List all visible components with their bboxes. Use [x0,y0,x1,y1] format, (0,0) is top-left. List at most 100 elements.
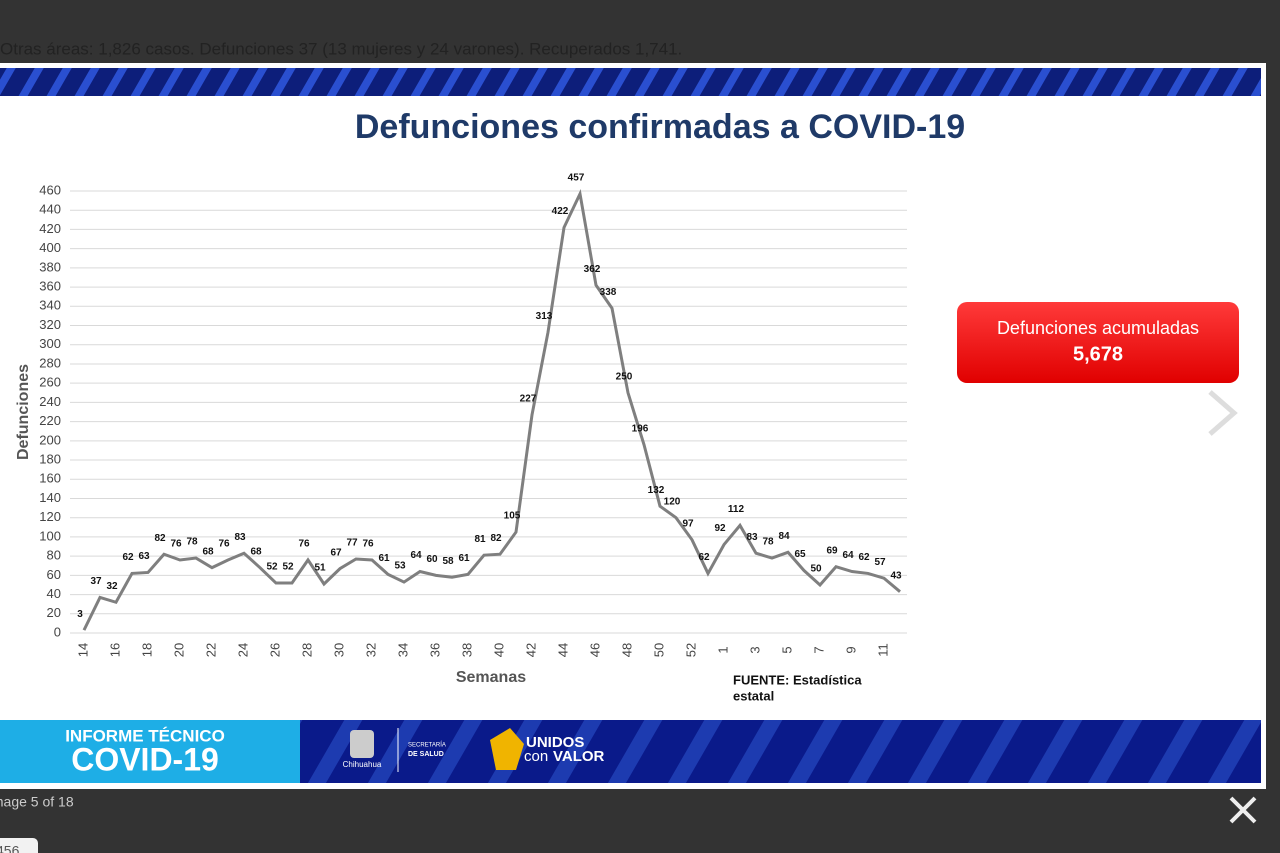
data-label: 37 [90,576,102,587]
data-label: 68 [202,546,214,557]
y-tick-label: 300 [39,336,61,351]
data-label: 32 [106,581,118,592]
data-label: 50 [810,564,822,575]
data-label: 120 [664,496,681,507]
x-tick-label: 18 [139,643,154,657]
x-tick-label: 46 [587,643,602,657]
x-tick-label: 22 [203,643,218,657]
data-label: 76 [218,539,230,550]
x-tick-label: 16 [107,643,122,657]
logo-text: UNIDOS [526,734,584,751]
data-label: 84 [778,531,790,542]
data-label: 457 [568,173,585,184]
data-label: 78 [186,537,198,548]
data-label: 60 [426,554,438,565]
x-tick-label: 36 [427,643,442,657]
x-tick-label: 28 [299,643,314,657]
data-label: 112 [728,504,745,515]
counter: Image 5 of 18 [0,794,74,810]
y-tick-label: 280 [39,355,61,370]
data-label: 250 [616,371,633,382]
x-tick-label: 30 [331,643,346,657]
y-tick-label: 140 [39,490,61,505]
data-label: 61 [378,553,390,564]
y-tick-label: 200 [39,432,61,447]
data-label: 69 [826,545,838,556]
data-label: 78 [762,537,774,548]
logo-text: Chihuahua [343,760,382,769]
x-tick-label: 20 [171,643,186,657]
data-label: 63 [138,551,150,562]
y-tick-label: 80 [47,548,61,563]
data-label: 422 [552,206,569,217]
data-label: 82 [490,533,502,544]
chart-title: Defunciones confirmadas a COVID-19 [355,108,965,146]
source: estatal [733,688,774,703]
slide [0,63,1266,789]
x-tick-label: 24 [235,643,250,657]
y-tick-label: 320 [39,317,61,332]
banner-text: INFORME TÉCNICO [65,726,225,745]
y-tick-label: 420 [39,221,61,236]
top-stripe [0,68,1261,96]
source: FUENTE: Estadística [733,672,862,687]
logo [350,730,374,758]
data-label: 53 [394,561,406,572]
x-tick-label: 32 [363,643,378,657]
caption: Otras áreas: 1,826 casos. Defunciones 37… [0,39,682,58]
y-tick-label: 260 [39,375,61,390]
data-label: 132 [648,485,665,496]
y-tick-label: 20 [47,605,61,620]
data-label: 51 [314,563,326,574]
plot: 0204060801001201401601802002202402602803… [39,173,907,657]
logo-text: DE SALUD [408,751,444,758]
y-tick-label: 160 [39,471,61,486]
x-axis-title: Semanas [456,669,526,686]
data-label: 52 [266,562,278,573]
y-tick-label: 400 [39,240,61,255]
y-tick-label: 0 [54,624,61,639]
data-label: 61 [458,553,470,564]
next-arrow[interactable] [1208,390,1238,436]
x-tick-label: 44 [555,643,570,657]
x-tick-label: 40 [491,643,506,657]
data-label: 81 [474,534,486,545]
data-label: 52 [282,562,294,573]
data-label: 62 [858,552,870,563]
y-tick-label: 440 [39,202,61,217]
data-label: 76 [298,539,310,550]
y-tick-label: 220 [39,413,61,428]
x-tick-label: 50 [651,643,666,657]
data-label: 83 [234,532,246,543]
y-tick-label: 40 [47,586,61,601]
x-tick-label: 42 [523,643,538,657]
logo [490,728,524,770]
data-label: 65 [794,549,806,560]
data-label: 57 [874,557,886,568]
data-label: 76 [170,539,182,550]
y-tick-label: 360 [39,279,61,294]
data-label: 97 [682,518,694,529]
total-box [957,302,1239,383]
total-value: 5,678 [1073,343,1123,365]
data-label: 64 [410,550,422,561]
thumb-text: 456 [0,843,20,853]
logo-text: con [524,748,548,765]
data-label: 338 [600,287,617,298]
data-label: 82 [154,533,166,544]
y-tick-label: 60 [47,567,61,582]
y-axis-title: Defunciones [15,364,32,460]
data-label: 105 [504,511,521,522]
data-label: 58 [442,556,454,567]
x-tick-label: 48 [619,643,634,657]
x-tick-label: 3 [747,646,762,653]
thumbnail[interactable] [0,838,38,853]
y-tick-label: 100 [39,528,61,543]
y-tick-label: 240 [39,394,61,409]
data-label: 68 [250,546,262,557]
x-tick-label: 52 [683,643,698,657]
data-label: 3 [77,609,83,620]
close-button[interactable] [1229,796,1257,824]
x-tick-label: 26 [267,643,282,657]
